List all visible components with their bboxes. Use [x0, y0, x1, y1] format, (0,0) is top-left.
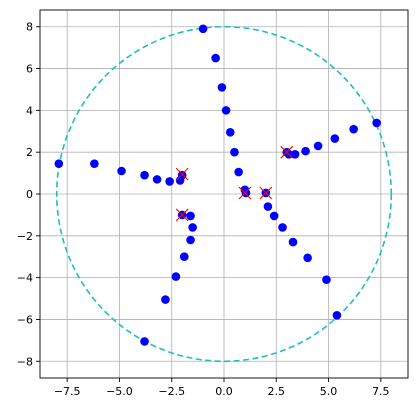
data-point-0-23 [349, 124, 358, 134]
data-point-0-0 [198, 24, 208, 34]
data-point-0-36 [186, 235, 195, 245]
data-point-0-29 [140, 170, 149, 180]
data-point-0-24 [372, 118, 381, 128]
x-marker-2 [238, 186, 252, 200]
data-point-0-37 [179, 252, 189, 262]
data-point-0-2 [217, 83, 227, 92]
data-point-0-39 [161, 295, 170, 304]
x-marker-stroke-b [175, 208, 189, 222]
y-tick-label-2: −4 [17, 272, 33, 285]
y-tick-label-3: −2 [17, 230, 33, 243]
x-marker-1 [175, 208, 189, 222]
data-point-0-6 [234, 167, 243, 177]
x-marker-stroke-b [280, 145, 294, 159]
data-point-0-21 [313, 141, 323, 151]
data-point-0-27 [165, 177, 174, 186]
x-tick-label-5: 5.0 [320, 385, 338, 398]
data-point-0-20 [301, 146, 310, 156]
data-point-0-28 [152, 175, 162, 184]
data-point-0-14 [303, 253, 312, 263]
data-point-0-35 [188, 223, 197, 232]
y-tick-label-5: 2 [26, 146, 33, 159]
data-point-0-16 [332, 310, 342, 320]
x-marker-stroke-b [238, 186, 252, 200]
data-point-0-26 [175, 176, 185, 185]
x-marker-stroke-b [259, 186, 273, 200]
data-point-0-22 [330, 134, 340, 143]
y-tick-label-4: 0 [26, 188, 33, 201]
data-point-0-32 [54, 159, 64, 168]
dashed-circle [55, 25, 393, 363]
y-tick-label-8: 8 [26, 21, 33, 34]
y-tick-label-6: 4 [26, 104, 33, 117]
data-point-0-3 [221, 106, 231, 115]
data-point-0-34 [186, 211, 195, 221]
data-point-0-4 [225, 128, 235, 137]
x-tick-label-2: −2.5 [158, 385, 185, 398]
x-marker-3 [259, 186, 273, 200]
x-tick-label-6: 7.5 [372, 385, 390, 398]
data-point-0-11 [269, 211, 279, 221]
x-tick-label-3: 0.0 [215, 385, 233, 398]
data-point-0-10 [263, 202, 273, 211]
x-marker-0 [175, 167, 189, 181]
data-point-0-8 [241, 188, 251, 198]
x-marker-4 [280, 145, 294, 159]
data-point-0-19 [290, 149, 300, 159]
data-point-0-1 [211, 53, 220, 63]
x-tick-label-0: −7.5 [54, 385, 81, 398]
data-point-0-40 [140, 337, 149, 346]
tick-marks-and-labels: −7.5 −5.0 −2.5 0.0 2.5 5.0 7.5 −8 −6 −4 −2 0 2 4 6 8 [17, 21, 390, 398]
x-tick-label-4: 2.5 [268, 385, 286, 398]
data-point-0-15 [322, 275, 331, 285]
data-point-0-30 [117, 166, 126, 176]
data-point-0-5 [230, 147, 239, 157]
x-tick-label-1: −5.0 [106, 385, 133, 398]
grid-lines [40, 10, 408, 378]
data-point-0-13 [288, 237, 298, 247]
data-point-0-31 [90, 159, 99, 168]
x-marker-stroke-b [175, 167, 189, 181]
y-tick-label-7: 6 [26, 63, 33, 76]
dashed-circle-layer [55, 25, 393, 363]
y-tick-label-1: −6 [17, 313, 33, 326]
data-point-0-12 [278, 223, 287, 232]
data-point-0-38 [171, 272, 181, 281]
y-tick-label-0: −8 [17, 355, 33, 368]
data-points-layer [54, 24, 381, 346]
